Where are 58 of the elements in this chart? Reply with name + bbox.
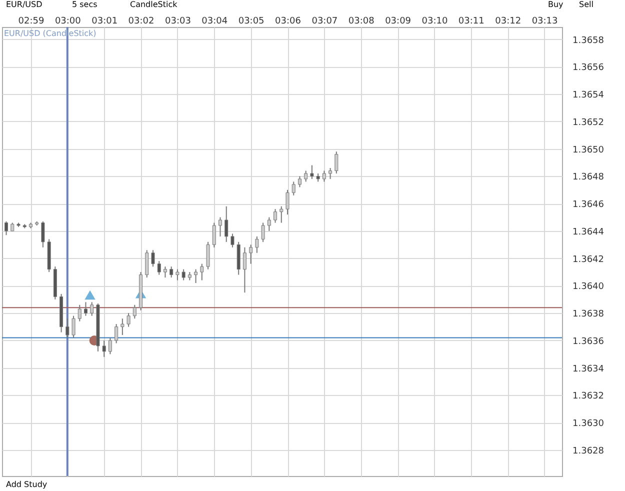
point: [85, 290, 96, 300]
x-tick-label: 03:01: [92, 16, 118, 26]
y-tick-label: 1.3642: [572, 254, 604, 265]
y-tick-label: 1.3640: [572, 282, 604, 292]
text: CandleStick: [130, 0, 178, 9]
candlestick: [274, 208, 278, 224]
x-tick-label: 03:05: [238, 16, 264, 26]
x-tick-label: 03:04: [202, 16, 228, 26]
candlestick: [182, 268, 186, 281]
candlestick: [310, 164, 314, 180]
x-tick-label: 03:13: [532, 16, 558, 26]
candlestick: [66, 318, 70, 338]
candlestick: [255, 236, 259, 254]
x-tick-label: 03:11: [458, 16, 484, 26]
candlestick: [151, 250, 155, 268]
candlestick: [41, 220, 45, 248]
y-tick-label: 1.3650: [572, 145, 604, 156]
candlestick: [163, 266, 167, 278]
x-tick-label: 03:00: [54, 16, 82, 26]
candlestick: [120, 318, 124, 336]
y-tick-label: 1.3630: [572, 419, 604, 430]
text: EUR/USD: [6, 0, 42, 9]
x-tick-label: 03:06: [275, 16, 302, 26]
text: 5 secs: [72, 0, 98, 9]
candlestick: [200, 263, 204, 281]
candlestick: [292, 181, 296, 196]
candlestick: [224, 206, 228, 242]
text: Sell: [579, 0, 594, 9]
y-tick-label: 1.3636: [572, 336, 604, 347]
y-tick-label: 1.3648: [572, 172, 604, 183]
y-tick-label: 1.3654: [572, 90, 604, 101]
y-tick-label: 1.3632: [572, 392, 604, 402]
candlestick: [4, 220, 8, 236]
candlestick: [170, 266, 174, 278]
x-tick-label: 03:09: [385, 16, 412, 26]
candlestick: [102, 340, 106, 358]
y-tick-label: 1.3638: [572, 310, 604, 320]
y-tick-label: 1.3628: [572, 446, 604, 456]
x-tick-label: 02:59: [18, 16, 44, 26]
x-tick-label: 03:10: [422, 16, 448, 26]
y-tick-label: 1.3634: [572, 364, 604, 374]
text: Add Study: [6, 480, 48, 489]
text: Buy: [548, 0, 564, 9]
x-tick-label: 03:02: [128, 16, 154, 26]
candlestick: [72, 315, 76, 338]
y-tick-label: 1.3656: [572, 63, 604, 74]
x-tick-label: 03:03: [164, 16, 191, 26]
x-tick-label: 03:08: [348, 16, 375, 26]
candlestick: [194, 268, 198, 284]
y-tick-label: 1.3644: [572, 227, 604, 238]
y-tick-label: 1.3658: [572, 36, 604, 46]
x-tick-label: 03:12: [495, 16, 522, 26]
x-tick-label: 03:07: [312, 16, 338, 26]
y-tick-label: 1.3646: [572, 200, 604, 210]
candlestick: [157, 260, 161, 276]
candlestick: [84, 302, 88, 316]
y-tick-label: 1.3652: [572, 118, 604, 128]
candlestick: [230, 233, 234, 248]
